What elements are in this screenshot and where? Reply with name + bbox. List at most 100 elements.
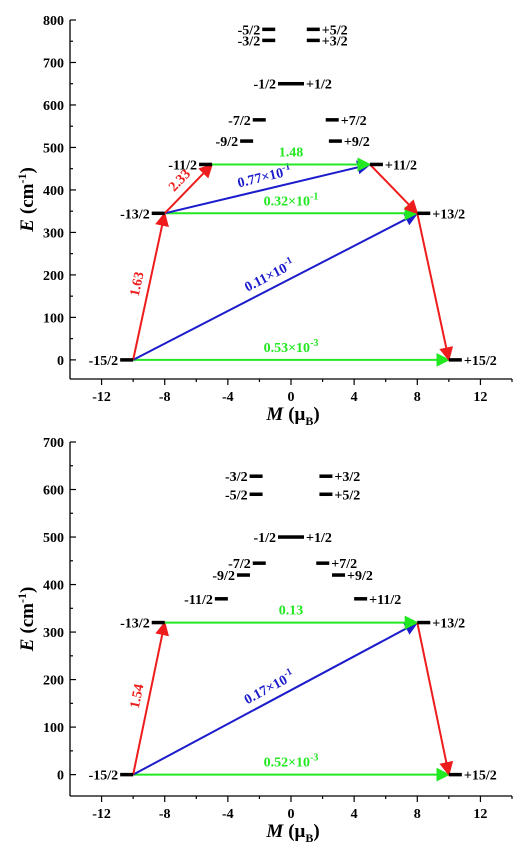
x-tick-label: 12	[473, 807, 487, 822]
y-axis-label-symbol: E	[17, 219, 38, 233]
state-label: +15/2	[464, 769, 497, 784]
state-label: -1/2	[253, 531, 276, 546]
transition-label-exponent: -1	[310, 191, 318, 202]
transition-label: 0.13	[279, 604, 304, 619]
x-tick-label: -4	[222, 390, 234, 405]
state-label: +7/2	[341, 114, 367, 129]
y-tick-label: 700	[43, 56, 64, 71]
state-label: +11/2	[385, 158, 417, 173]
state-label: -13/2	[120, 617, 150, 632]
y-tick-label: 400	[43, 184, 64, 199]
x-axis-label: M (μB)	[265, 821, 319, 844]
transition-label-value: 1.54	[128, 683, 148, 710]
y-tick-label: 300	[43, 226, 64, 241]
y-tick-label: 700	[43, 436, 64, 451]
transition-label: 0.52×10-3	[264, 753, 319, 771]
y-tick-label: 400	[43, 579, 64, 594]
y-axis-label-symbol: E	[17, 639, 38, 653]
state-label: -7/2	[228, 557, 251, 572]
y-tick-label: 600	[43, 99, 64, 114]
y-tick-label: 300	[43, 626, 64, 641]
state-label: -1/2	[253, 78, 276, 93]
x-tick-label: 0	[288, 807, 295, 822]
y-axis-label-superscript: -1	[15, 593, 29, 603]
y-axis-label: E (cm-1)	[15, 167, 38, 233]
x-tick-label: -8	[159, 390, 171, 405]
transition-arrow-red	[416, 622, 454, 776]
transition-label-value: 1.63	[128, 271, 148, 298]
state-label: -9/2	[212, 569, 235, 584]
transition-label-value: 1.48	[279, 145, 304, 160]
state-label: -15/2	[89, 769, 119, 784]
transition-arrow-red	[369, 163, 419, 215]
y-tick-label: 600	[43, 484, 64, 499]
x-tick-label: -4	[222, 807, 234, 822]
transition-label-value: 0.32×10	[264, 194, 310, 209]
transition-arrow-red	[416, 213, 454, 362]
y-axis-label-close: )	[17, 167, 38, 173]
state-label: +5/2	[322, 23, 348, 38]
transition-label: 1.54	[128, 683, 148, 710]
x-axis-label-subscript: B	[305, 831, 313, 844]
transition-label: 0.77×10-1	[236, 161, 294, 191]
x-tick-label: -12	[92, 390, 111, 405]
transition-label-value: 0.77×10	[236, 166, 285, 191]
state-label: +11/2	[369, 593, 401, 608]
y-tick-label: 500	[43, 141, 64, 156]
transition-label: 0.53×10-3	[264, 338, 319, 356]
y-axis-label-unit: (cm	[17, 183, 38, 214]
y-tick-label: 100	[43, 721, 64, 736]
state-label: +9/2	[344, 135, 370, 150]
y-axis-label-close: )	[17, 587, 38, 593]
state-label: +9/2	[347, 569, 373, 584]
y-tick-label: 500	[43, 531, 64, 546]
transition-arrow-blue	[132, 621, 419, 776]
transition-label-value: 0.53×10	[264, 341, 310, 356]
state-label: -5/2	[225, 488, 248, 503]
y-tick-label: 200	[43, 269, 64, 284]
x-axis-label-symbol: M	[265, 821, 284, 842]
state-label: -3/2	[225, 470, 248, 485]
state-label: -9/2	[216, 135, 239, 150]
transition-arrow-red	[163, 163, 214, 215]
x-axis-label: M (μB)	[265, 404, 319, 428]
transition-label-value: 0.52×10	[264, 756, 310, 771]
y-axis-label-unit: (cm	[17, 603, 38, 634]
transition-label: 1.63	[128, 271, 148, 298]
state-label: +13/2	[432, 617, 465, 632]
state-label: +1/2	[306, 531, 332, 546]
state-label: +3/2	[322, 34, 348, 49]
x-tick-label: 8	[414, 807, 421, 822]
state-label: -13/2	[120, 207, 150, 222]
y-tick-label: 0	[57, 354, 64, 369]
x-tick-label: 12	[473, 390, 487, 405]
transition-label-exponent: -3	[310, 338, 318, 349]
transition-arrow-red	[132, 621, 170, 775]
x-axis-label-subscript: B	[305, 414, 313, 428]
state-label: -11/2	[184, 593, 213, 608]
y-tick-label: 800	[43, 14, 64, 29]
y-tick-label: 200	[43, 674, 64, 689]
state-label: -15/2	[89, 354, 119, 369]
state-label: -3/2	[238, 34, 261, 49]
state-label: -7/2	[228, 114, 251, 129]
x-axis-label-close: )	[313, 404, 319, 425]
x-axis-label-unit: (μ	[288, 821, 305, 842]
y-axis-label-superscript: -1	[15, 174, 29, 184]
transition-label: 0.32×10-1	[264, 191, 319, 209]
panel-top: 0 100 200 300 400 500 600 700 800 -12 -8 -4 0 4 8 12 M (μ…	[15, 14, 513, 428]
state-label: -5/2	[238, 23, 261, 38]
state-label: +1/2	[306, 78, 332, 93]
x-axis-label-close: )	[313, 821, 319, 842]
x-tick-label: 4	[351, 390, 358, 405]
x-axis-label-symbol: M	[265, 404, 284, 425]
y-tick-label: 0	[57, 769, 64, 784]
x-tick-label: 4	[351, 807, 358, 822]
transition-label: 1.48	[279, 145, 304, 160]
transition-arrow-blue	[164, 160, 372, 215]
state-label: +15/2	[464, 354, 497, 369]
x-axis-label-unit: (μ	[288, 404, 305, 425]
transition-arrow-blue	[132, 212, 419, 361]
